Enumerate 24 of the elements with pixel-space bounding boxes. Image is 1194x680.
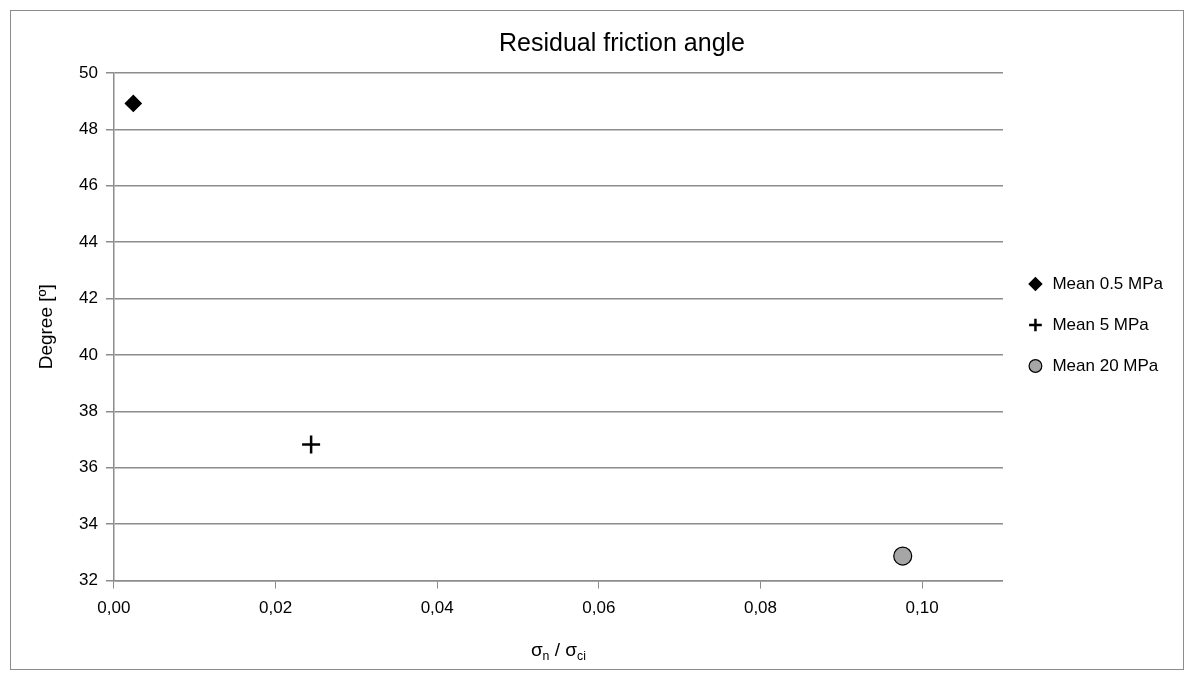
point — [124, 94, 142, 113]
y-tick-label: 32 — [78, 570, 98, 590]
y-tick-label: 50 — [78, 62, 98, 82]
x-tick-label: 0,04 — [420, 598, 454, 618]
y-tick-label: 44 — [78, 231, 98, 251]
y-tick-label: 36 — [78, 457, 98, 477]
x-tick-label: 0,00 — [97, 598, 131, 618]
chart-title: Residual friction angle — [499, 27, 745, 56]
point — [300, 434, 322, 455]
y-tick-label: 46 — [78, 175, 98, 195]
y-tick-label: 38 — [78, 401, 98, 421]
y-tick-label: 40 — [78, 344, 98, 364]
y-tick-label: 48 — [78, 119, 98, 139]
legend-label: Mean 5 MPa — [1052, 314, 1150, 334]
point — [893, 546, 913, 566]
x-tick-label: 0,02 — [259, 598, 293, 618]
legend-label: Mean 0.5 MPa — [1052, 273, 1164, 293]
x-tick-label: 0,08 — [743, 598, 778, 618]
y-axis-title: Degree [º] — [35, 284, 57, 370]
y-tick-label: 34 — [78, 513, 98, 533]
x-tick-label: 0,06 — [582, 598, 616, 618]
x-tick-label: 0,10 — [905, 598, 939, 618]
y-tick-label: 42 — [78, 288, 98, 308]
legend-label: Mean 20 MPa — [1052, 355, 1159, 375]
